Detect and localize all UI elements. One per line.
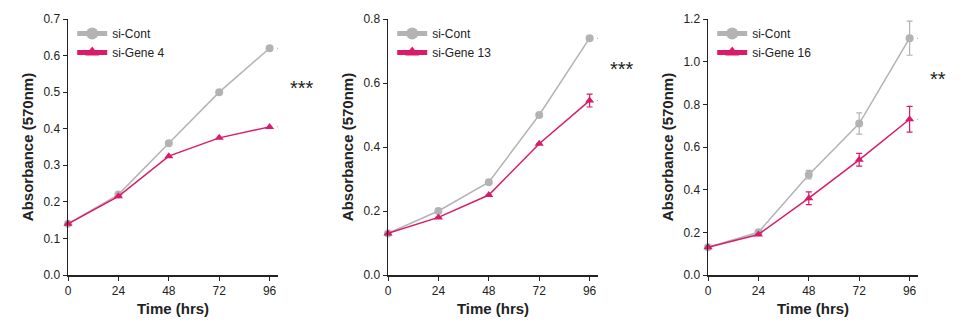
- svg-text:48: 48: [482, 284, 496, 298]
- svg-text:Absorbance (570nm): Absorbance (570nm): [339, 73, 356, 221]
- svg-text:1.0: 1.0: [683, 55, 700, 69]
- svg-text:Time (hrs): Time (hrs): [457, 300, 529, 317]
- svg-text:0.4: 0.4: [683, 183, 700, 197]
- svg-text:0.4: 0.4: [43, 122, 60, 136]
- svg-text:0.6: 0.6: [43, 49, 60, 63]
- svg-text:24: 24: [752, 284, 766, 298]
- svg-text:0.6: 0.6: [363, 76, 380, 90]
- svg-text:si-Cont: si-Cont: [112, 27, 151, 41]
- svg-text:0.0: 0.0: [683, 268, 700, 282]
- svg-text:0.7: 0.7: [43, 12, 60, 26]
- svg-text:0.5: 0.5: [43, 85, 60, 99]
- svg-text:si-Gene 13: si-Gene 13: [432, 46, 491, 60]
- svg-text:0.0: 0.0: [363, 268, 380, 282]
- svg-text:48: 48: [802, 284, 816, 298]
- svg-text:96: 96: [263, 284, 277, 298]
- svg-text:1.2: 1.2: [683, 12, 700, 26]
- svg-text:***: ***: [610, 58, 634, 80]
- svg-text:0.8: 0.8: [683, 98, 700, 112]
- svg-text:0.0: 0.0: [43, 268, 60, 282]
- svg-text:24: 24: [112, 284, 126, 298]
- svg-text:96: 96: [903, 284, 917, 298]
- svg-text:Time (hrs): Time (hrs): [137, 300, 209, 317]
- svg-text:0: 0: [385, 284, 392, 298]
- svg-text:si-Cont: si-Cont: [752, 27, 791, 41]
- svg-text:72: 72: [213, 284, 227, 298]
- svg-text:0.2: 0.2: [43, 195, 60, 209]
- svg-text:48: 48: [162, 284, 176, 298]
- svg-text:**: **: [930, 68, 946, 90]
- svg-text:si-Gene 4: si-Gene 4: [112, 46, 164, 60]
- svg-text:0.2: 0.2: [363, 204, 380, 218]
- svg-text:24: 24: [432, 284, 446, 298]
- svg-text:***: ***: [290, 77, 314, 99]
- svg-text:72: 72: [533, 284, 547, 298]
- svg-text:Absorbance (570nm): Absorbance (570nm): [19, 73, 36, 221]
- svg-text:0.1: 0.1: [43, 232, 60, 246]
- svg-text:0.6: 0.6: [683, 140, 700, 154]
- svg-text:0.2: 0.2: [683, 226, 700, 240]
- svg-text:Absorbance (570nm): Absorbance (570nm): [659, 73, 676, 221]
- svg-text:0.4: 0.4: [363, 140, 380, 154]
- svg-text:0.3: 0.3: [43, 158, 60, 172]
- svg-text:si-Gene 16: si-Gene 16: [752, 46, 811, 60]
- svg-text:si-Cont: si-Cont: [432, 27, 471, 41]
- svg-text:72: 72: [853, 284, 867, 298]
- svg-text:0: 0: [65, 284, 72, 298]
- svg-text:0.8: 0.8: [363, 12, 380, 26]
- svg-text:Time (hrs): Time (hrs): [777, 300, 849, 317]
- svg-text:96: 96: [583, 284, 597, 298]
- svg-text:0: 0: [705, 284, 712, 298]
